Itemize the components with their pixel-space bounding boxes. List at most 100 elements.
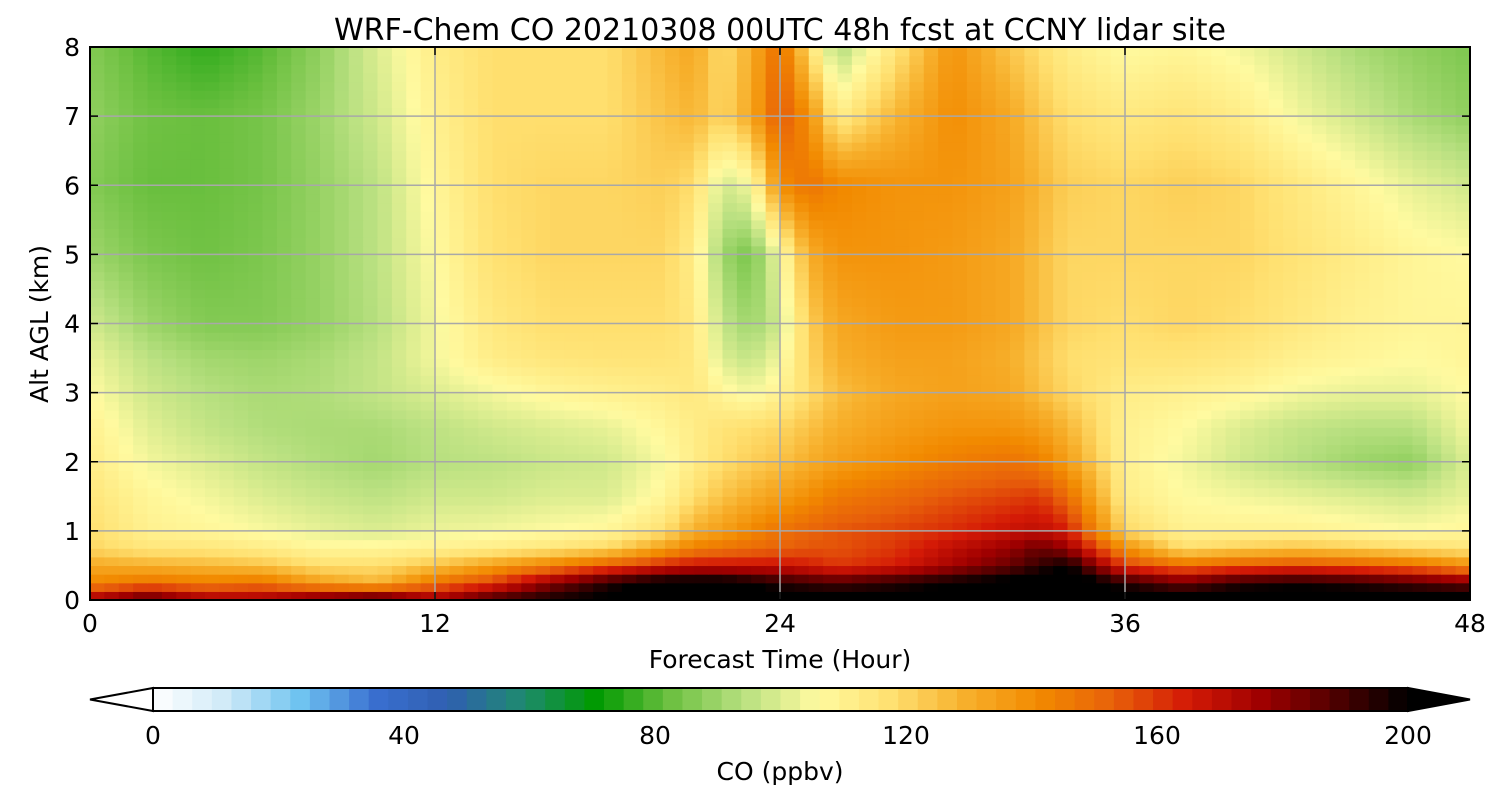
- heatmap-cell: [679, 496, 695, 506]
- heatmap-cell: [650, 263, 666, 273]
- heatmap-cell: [1268, 358, 1284, 368]
- heatmap-cell: [1211, 297, 1227, 307]
- heatmap-cell: [1441, 409, 1457, 420]
- heatmap-cell: [233, 288, 249, 299]
- heatmap-cell: [1311, 254, 1327, 264]
- heatmap-cell: [219, 288, 235, 299]
- heatmap-cell: [938, 167, 954, 178]
- heatmap-cell: [1053, 176, 1069, 186]
- heatmap-cell: [1010, 202, 1025, 212]
- heatmap-cell: [190, 513, 206, 523]
- heatmap-cell: [478, 237, 494, 247]
- heatmap-cell: [751, 271, 767, 281]
- heatmap-cell: [334, 574, 350, 584]
- heatmap-cell: [176, 228, 192, 238]
- heatmap-cell: [449, 314, 465, 325]
- heatmap-cell: [320, 193, 335, 204]
- heatmap-cell: [966, 263, 982, 273]
- heatmap-cell: [607, 461, 623, 471]
- heatmap-cell: [133, 228, 149, 238]
- heatmap-cell: [133, 435, 149, 446]
- heatmap-cell: [305, 453, 321, 463]
- heatmap-cell: [837, 323, 853, 333]
- heatmap-cell: [1153, 340, 1169, 351]
- heatmap-cell: [219, 427, 235, 437]
- heatmap-cell: [1139, 297, 1155, 307]
- heatmap-cell: [564, 574, 580, 584]
- heatmap-cell: [564, 297, 580, 307]
- heatmap-cell: [1355, 159, 1370, 169]
- heatmap-cell: [780, 453, 795, 463]
- heatmap-cell: [1182, 211, 1198, 221]
- heatmap-cell: [205, 280, 220, 290]
- heatmap-cell: [1182, 504, 1198, 515]
- heatmap-cell: [1024, 504, 1040, 515]
- heatmap-cell: [1426, 444, 1442, 454]
- heatmap-cell: [851, 496, 867, 506]
- heatmap-cell: [1268, 530, 1284, 541]
- heatmap-cell: [837, 297, 853, 307]
- heatmap-cell: [391, 470, 407, 480]
- heatmap-cell: [1369, 185, 1385, 195]
- heatmap-cell: [506, 487, 522, 497]
- heatmap-cell: [851, 444, 867, 454]
- heatmap-cell: [952, 479, 968, 489]
- heatmap-cell: [305, 383, 321, 394]
- heatmap-cell: [1182, 193, 1198, 204]
- heatmap-cell: [593, 539, 609, 549]
- heatmap-cell: [391, 219, 407, 230]
- heatmap-cell: [348, 409, 364, 420]
- heatmap-cell: [938, 219, 954, 230]
- heatmap-cell: [1355, 271, 1370, 281]
- heatmap-cell: [1268, 418, 1284, 428]
- heatmap-cell: [1010, 401, 1025, 411]
- heatmap-cell: [823, 427, 839, 437]
- heatmap-cell: [1010, 470, 1025, 480]
- heatmap-cell: [205, 366, 220, 376]
- heatmap-cell: [895, 401, 910, 411]
- heatmap-cell: [348, 427, 364, 437]
- heatmap-cell: [837, 358, 853, 368]
- heatmap-cell: [391, 271, 407, 281]
- heatmap-cell: [190, 349, 206, 359]
- heatmap-cell: [866, 565, 882, 575]
- heatmap-cell: [463, 358, 479, 368]
- heatmap-cell: [1398, 366, 1414, 376]
- heatmap-cell: [190, 366, 206, 376]
- heatmap-cell: [708, 271, 724, 281]
- heatmap-cell: [708, 392, 724, 402]
- heatmap-cell: [607, 392, 623, 402]
- heatmap-cell: [276, 185, 292, 195]
- heatmap-cell: [966, 582, 982, 592]
- heatmap-cell: [1125, 375, 1140, 385]
- heatmap-cell: [176, 245, 192, 255]
- heatmap-cell: [1268, 159, 1284, 169]
- heatmap-cell: [219, 167, 235, 178]
- heatmap-cell: [1297, 504, 1313, 515]
- heatmap-cell: [550, 323, 565, 333]
- heatmap-cell: [391, 548, 407, 558]
- heatmap-cell: [995, 470, 1011, 480]
- heatmap-cell: [391, 392, 407, 402]
- heatmap-cell: [1110, 444, 1126, 454]
- heatmap-cell: [348, 245, 364, 255]
- heatmap-cell: [291, 383, 307, 394]
- heatmap-cell: [1412, 453, 1428, 463]
- heatmap-cell: [435, 418, 450, 428]
- heatmap-cell: [650, 496, 666, 506]
- heatmap-cell: [320, 530, 335, 541]
- heatmap-cell: [1038, 271, 1054, 281]
- heatmap-cell: [233, 314, 249, 325]
- heatmap-cell: [837, 435, 853, 446]
- heatmap-cell: [1139, 167, 1155, 178]
- heatmap-cell: [248, 245, 264, 255]
- heatmap-cell: [449, 418, 465, 428]
- heatmap-cell: [966, 574, 982, 584]
- heatmap-cell: [1125, 479, 1140, 489]
- heatmap-cell: [1326, 487, 1342, 497]
- heatmap-cell: [1297, 323, 1313, 333]
- heatmap-cell: [449, 574, 465, 584]
- heatmap-cell: [636, 548, 652, 558]
- heatmap-cell: [176, 504, 192, 515]
- heatmap-cell: [1326, 349, 1342, 359]
